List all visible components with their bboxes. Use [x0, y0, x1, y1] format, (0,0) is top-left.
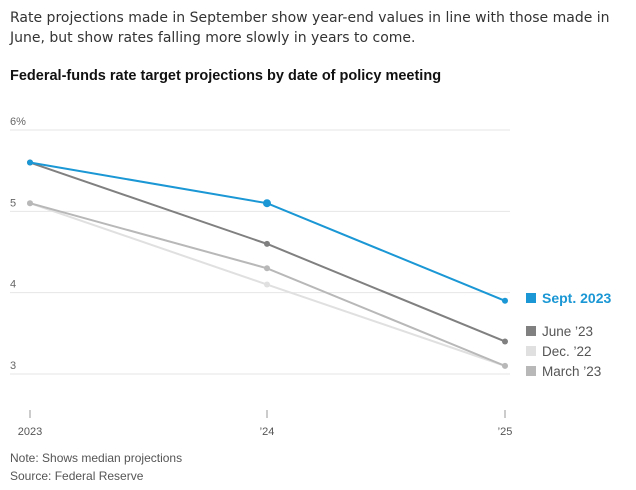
chart-subtitle: Rate projections made in September show … [10, 10, 610, 46]
data-point [264, 281, 270, 288]
x-axis: 2023 ’24 ’25 [18, 410, 513, 438]
legend-label: Dec. ’22 [542, 344, 592, 359]
legend-swatch [526, 366, 536, 376]
x-tick-label: ’24 [260, 426, 275, 438]
series-line [29, 161, 506, 302]
data-point [502, 362, 508, 369]
legend-label: March ’23 [542, 364, 601, 379]
data-point [264, 265, 270, 272]
y-tick-label: 6% [10, 116, 26, 128]
data-point [263, 199, 271, 208]
legend-swatch [526, 346, 536, 356]
grid-layer: 6% 5 4 3 [10, 116, 510, 375]
legend-label: June ’23 [542, 324, 593, 339]
legend-label: Sept. 2023 [542, 290, 611, 306]
data-point [27, 200, 33, 207]
chart-footnote: Note: Shows median projections Source: F… [10, 449, 182, 485]
y-tick-label: 5 [10, 197, 16, 209]
data-point [502, 338, 508, 345]
legend: Sept. 2023 June ’23 Dec. ’22 March ’23 [526, 290, 611, 379]
data-point [264, 240, 270, 247]
series-line [29, 161, 506, 343]
data-point [27, 159, 33, 166]
series-layer [27, 159, 508, 369]
x-tick-label: ’25 [498, 426, 513, 438]
data-point [502, 297, 508, 304]
x-tick-label: 2023 [18, 426, 42, 438]
legend-swatch [526, 326, 536, 336]
source-text: Source: Federal Reserve [10, 469, 144, 483]
y-tick-label: 4 [10, 279, 16, 291]
legend-swatch [526, 293, 536, 303]
note-text: Note: Shows median projections [10, 451, 183, 465]
chart-title: Federal-funds rate target projections by… [10, 68, 442, 84]
y-tick-label: 3 [10, 360, 16, 372]
